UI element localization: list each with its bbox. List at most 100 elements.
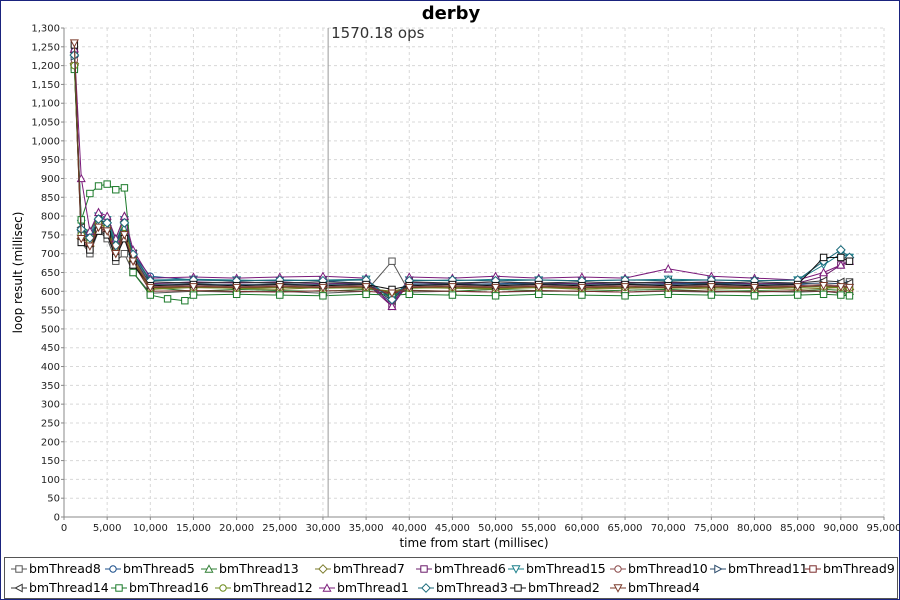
legend-marker-icon: [11, 564, 27, 573]
legend-item-bmThread2: bmThread2: [510, 580, 600, 595]
data-point-bmThread4: [706, 283, 716, 292]
data-point-bmThread2: [837, 253, 845, 262]
data-point-bmThread16: [362, 290, 370, 299]
legend-marker-icon: [508, 564, 524, 574]
legend-marker-icon: [215, 583, 231, 592]
chart-plot: 0 5,000 10,000 15,000 20,000 25,000 30,000 35,0…: [11, 24, 900, 551]
data-point-bmThread16: [94, 182, 103, 190]
legend-marker: [511, 564, 521, 574]
legend-label: bmThread7: [333, 561, 405, 576]
x-tick-label: 50,000: [478, 523, 513, 534]
x-tick-label: 25,000: [262, 523, 297, 534]
data-point-bmThread4: [620, 283, 630, 292]
legend-marker-icon: [416, 564, 432, 573]
data-point-bmThread16: [793, 291, 802, 299]
y-tick-label: 1,250: [31, 42, 60, 53]
data-point-bmThread3: [110, 240, 121, 251]
y-tick-label: 700: [41, 249, 60, 260]
y-tick-label: 1,150: [31, 80, 60, 91]
data-point-bmThread16: [103, 180, 111, 188]
legend-marker: [809, 564, 817, 573]
series-line-bmThread4: [73, 42, 850, 294]
legend-label: bmThread11: [728, 561, 808, 576]
legend-item-bmThread5: bmThread5: [105, 561, 195, 576]
data-point-bmThread4: [819, 281, 829, 291]
data-point-bmThread4: [318, 283, 328, 293]
y-tick-label: 350: [41, 381, 60, 392]
y-tick-label: 0: [54, 513, 60, 524]
x-tick-label: 5,000: [93, 523, 122, 534]
data-point-bmThread3: [93, 214, 104, 224]
data-point-bmThread4: [76, 234, 86, 244]
data-point-bmThread4: [119, 231, 129, 240]
x-tick-label: 10,000: [133, 523, 168, 534]
x-tick-label: 45,000: [435, 523, 470, 534]
data-point-bmThread4: [447, 283, 457, 292]
data-point-bmThread16: [578, 291, 586, 299]
legend-marker-icon: [610, 583, 626, 593]
y-tick-label: 950: [41, 155, 60, 166]
legend-item-bmThread14: bmThread14: [11, 580, 109, 595]
legend-marker: [15, 564, 23, 573]
data-point-bmThread4: [491, 283, 501, 293]
x-tick-label: 70,000: [651, 523, 686, 534]
y-tick-label: 50: [47, 494, 60, 505]
y-tick-label: 100: [41, 475, 60, 486]
data-point-bmThread3: [102, 217, 113, 228]
y-tick-label: 250: [41, 418, 60, 429]
x-tick-label: 80,000: [737, 523, 772, 534]
legend-marker: [613, 583, 623, 593]
x-axis-label: time from start (millisec): [399, 536, 548, 550]
x-tick-label: 35,000: [349, 523, 384, 534]
legend-label: bmThread15: [526, 561, 606, 576]
data-point-bmThread16: [535, 290, 543, 299]
x-tick-label: 30,000: [305, 523, 340, 534]
legend-label: bmThread10: [628, 561, 708, 576]
data-point-bmThread2: [845, 257, 854, 265]
y-tick-label: 750: [41, 230, 60, 241]
data-point-bmThread8: [388, 257, 396, 265]
legend-item-bmThread13: bmThread13: [201, 561, 299, 576]
legend-label: bmThread2: [528, 580, 600, 595]
data-point-bmThread3: [84, 232, 95, 243]
data-point-bmThread4: [111, 249, 121, 259]
legend-marker-icon: [805, 564, 821, 573]
annotation-label: 1570.18 ops: [331, 24, 424, 42]
data-point-bmThread16: [181, 297, 189, 305]
y-tick-label: 400: [41, 362, 60, 373]
x-tick-label: 95,000: [867, 523, 900, 534]
legend-item-bmThread9: bmThread9: [805, 561, 895, 576]
grid: [63, 27, 885, 518]
legend-marker: [714, 563, 723, 574]
data-point-bmThread16: [448, 291, 457, 299]
data-point-bmThread4: [844, 283, 855, 293]
data-point-bmThread4: [128, 257, 138, 266]
data-point-bmThread4: [534, 283, 544, 292]
data-point-bmThread16: [163, 295, 172, 303]
legend-marker: [614, 564, 622, 573]
legend-marker-icon: [315, 563, 331, 574]
y-tick-label: 650: [41, 268, 60, 279]
data-point-bmThread4: [577, 283, 587, 293]
data-point-bmThread1: [819, 267, 829, 277]
data-point-bmThread16: [621, 292, 629, 300]
legend-label: bmThread9: [823, 561, 895, 576]
legend-label: bmThread4: [628, 580, 700, 595]
data-point-bmThread16: [707, 291, 716, 299]
legend-marker: [420, 564, 428, 573]
legend-label: bmThread1: [337, 580, 409, 595]
legend-item-bmThread12: bmThread12: [215, 580, 313, 595]
legend-marker: [514, 583, 522, 592]
data-point-bmThread16: [837, 291, 845, 299]
legend-item-bmThread4: bmThread4: [610, 580, 700, 595]
x-tick-label: 55,000: [521, 523, 556, 534]
legend-label: bmThread14: [29, 580, 109, 595]
legend-label: bmThread13: [219, 561, 299, 576]
y-tick-label: 150: [41, 456, 60, 467]
legend-marker: [14, 582, 23, 593]
y-axis-label: loop result (millisec): [11, 212, 25, 334]
y-tick-label: 1,050: [31, 118, 60, 129]
y-tick-label: 500: [41, 324, 60, 335]
data-point-bmThread4: [275, 283, 285, 292]
y-tick-label: 300: [41, 400, 60, 411]
